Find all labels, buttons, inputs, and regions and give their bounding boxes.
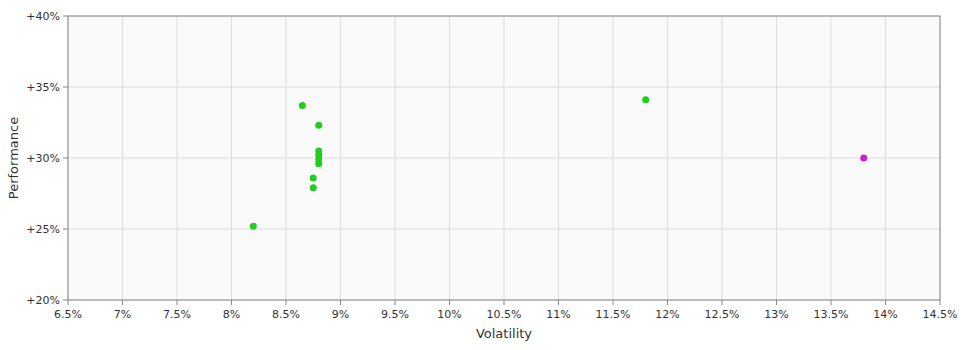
series	[250, 96, 649, 229]
y-tick	[63, 16, 68, 17]
page: {"chart_data": {"type": "scatter", "xlab…	[0, 0, 966, 350]
x-tick-label: 9%	[332, 308, 349, 321]
point	[310, 184, 317, 191]
point	[315, 122, 322, 129]
x-tick-label: 11%	[546, 308, 570, 321]
point	[299, 102, 306, 109]
y-tick-label: +20%	[26, 294, 60, 307]
point	[860, 155, 867, 162]
point	[315, 160, 322, 167]
x-axis-label: Volatility	[476, 326, 532, 341]
x-tick-label: 13%	[764, 308, 788, 321]
x-tick-label: 6.5%	[54, 308, 82, 321]
x-tick-label: 8.5%	[272, 308, 300, 321]
point	[310, 174, 317, 181]
x-tick-label: 10%	[437, 308, 461, 321]
x-tick	[449, 300, 450, 305]
x-tick-label: 14.5%	[923, 308, 958, 321]
x-tick	[177, 300, 178, 305]
x-tick	[831, 300, 832, 305]
grid	[68, 16, 940, 300]
y-tick	[63, 229, 68, 230]
y-axis-label: Performance	[6, 117, 21, 199]
y-tick-label: +25%	[26, 223, 60, 236]
x-tick	[776, 300, 777, 305]
chart: 6.5% 7% 7.5% 8% 8.5% 9% 9.5% 10% 10.5% 11% 11.5% 12…	[0, 0, 966, 350]
x-tick-label: 13.5%	[814, 308, 849, 321]
x-tick	[885, 300, 886, 305]
x-tick	[667, 300, 668, 305]
x-tick	[558, 300, 559, 305]
data-points	[250, 96, 867, 229]
x-tick-label: 7.5%	[163, 308, 191, 321]
y-grid-line	[68, 87, 940, 88]
x-tick	[122, 300, 123, 305]
y-tick-label: +35%	[26, 81, 60, 94]
axes: 6.5% 7% 7.5% 8% 8.5% 9% 9.5% 10% 10.5% 11% 11.5% 12…	[26, 10, 957, 321]
point	[642, 96, 649, 103]
x-tick-label: 12%	[655, 308, 679, 321]
y-tick-label: +30%	[26, 152, 60, 165]
y-grid-line	[68, 158, 940, 159]
point	[250, 223, 257, 230]
x-tick	[504, 300, 505, 305]
x-tick-label: 10.5%	[487, 308, 522, 321]
x-tick	[68, 300, 69, 305]
x-tick-label: 14%	[873, 308, 897, 321]
y-tick	[63, 158, 68, 159]
x-tick	[231, 300, 232, 305]
series	[860, 155, 867, 162]
y-tick	[63, 87, 68, 88]
plot-frame	[68, 16, 940, 300]
x-tick-label: 9.5%	[381, 308, 409, 321]
x-tick	[395, 300, 396, 305]
x-tick-label: 7%	[114, 308, 131, 321]
x-tick-label: 11.5%	[596, 308, 631, 321]
x-tick-label: 8%	[223, 308, 240, 321]
x-tick	[722, 300, 723, 305]
x-tick	[940, 300, 941, 305]
y-grid-line	[68, 229, 940, 230]
x-tick	[286, 300, 287, 305]
plot-background	[68, 16, 940, 300]
x-tick	[613, 300, 614, 305]
x-tick	[340, 300, 341, 305]
y-tick-label: +40%	[26, 10, 60, 23]
y-tick	[63, 300, 68, 301]
x-tick-label: 12.5%	[705, 308, 740, 321]
